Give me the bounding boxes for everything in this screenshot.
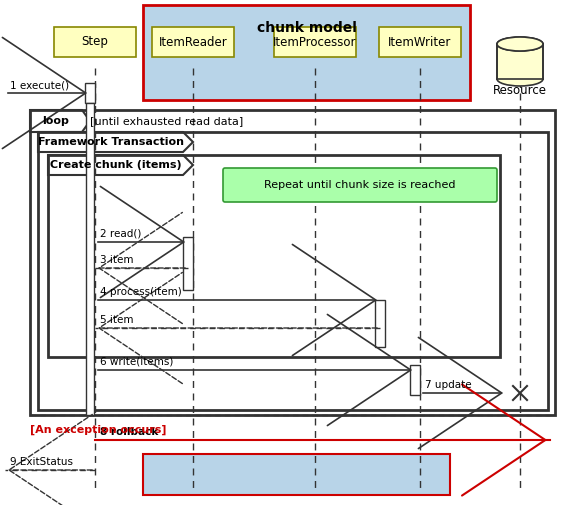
Text: 6 write(items): 6 write(items) — [100, 357, 173, 367]
Ellipse shape — [497, 72, 543, 86]
FancyBboxPatch shape — [379, 27, 461, 57]
Text: Resource: Resource — [493, 84, 547, 97]
Text: Create chunk (items): Create chunk (items) — [50, 160, 181, 170]
Text: [An exception occurs]: [An exception occurs] — [30, 425, 167, 435]
Ellipse shape — [497, 37, 543, 51]
FancyBboxPatch shape — [143, 5, 470, 100]
FancyBboxPatch shape — [85, 83, 95, 103]
Text: ItemProcessor: ItemProcessor — [273, 35, 357, 48]
FancyBboxPatch shape — [497, 44, 543, 79]
FancyBboxPatch shape — [152, 27, 234, 57]
Text: chunk model: chunk model — [257, 21, 357, 35]
Text: Step: Step — [81, 35, 108, 48]
Text: 4 process(item): 4 process(item) — [100, 287, 182, 297]
FancyBboxPatch shape — [183, 237, 193, 290]
Text: ItemReader: ItemReader — [159, 35, 227, 48]
Text: 7 update: 7 update — [425, 380, 471, 390]
FancyBboxPatch shape — [223, 168, 497, 202]
Text: 2 read(): 2 read() — [100, 229, 141, 239]
Text: Repeat until chunk size is reached: Repeat until chunk size is reached — [264, 180, 456, 190]
Ellipse shape — [497, 37, 543, 51]
FancyBboxPatch shape — [274, 27, 356, 57]
Text: Framework Transaction: Framework Transaction — [38, 137, 183, 147]
Text: 5 item: 5 item — [100, 315, 133, 325]
Text: 9 ExitStatus: 9 ExitStatus — [10, 457, 73, 467]
Text: loop: loop — [43, 116, 69, 126]
FancyBboxPatch shape — [143, 454, 450, 495]
Text: 1 execute(): 1 execute() — [10, 80, 69, 90]
Text: ItemWriter: ItemWriter — [388, 35, 452, 48]
Text: 3 item: 3 item — [100, 255, 133, 265]
FancyBboxPatch shape — [375, 300, 385, 347]
FancyBboxPatch shape — [86, 103, 94, 415]
Text: [until exhausted read data]: [until exhausted read data] — [90, 116, 243, 126]
FancyBboxPatch shape — [54, 27, 136, 57]
FancyBboxPatch shape — [497, 44, 543, 79]
FancyBboxPatch shape — [410, 365, 420, 395]
Text: 8 rollback: 8 rollback — [100, 427, 158, 437]
